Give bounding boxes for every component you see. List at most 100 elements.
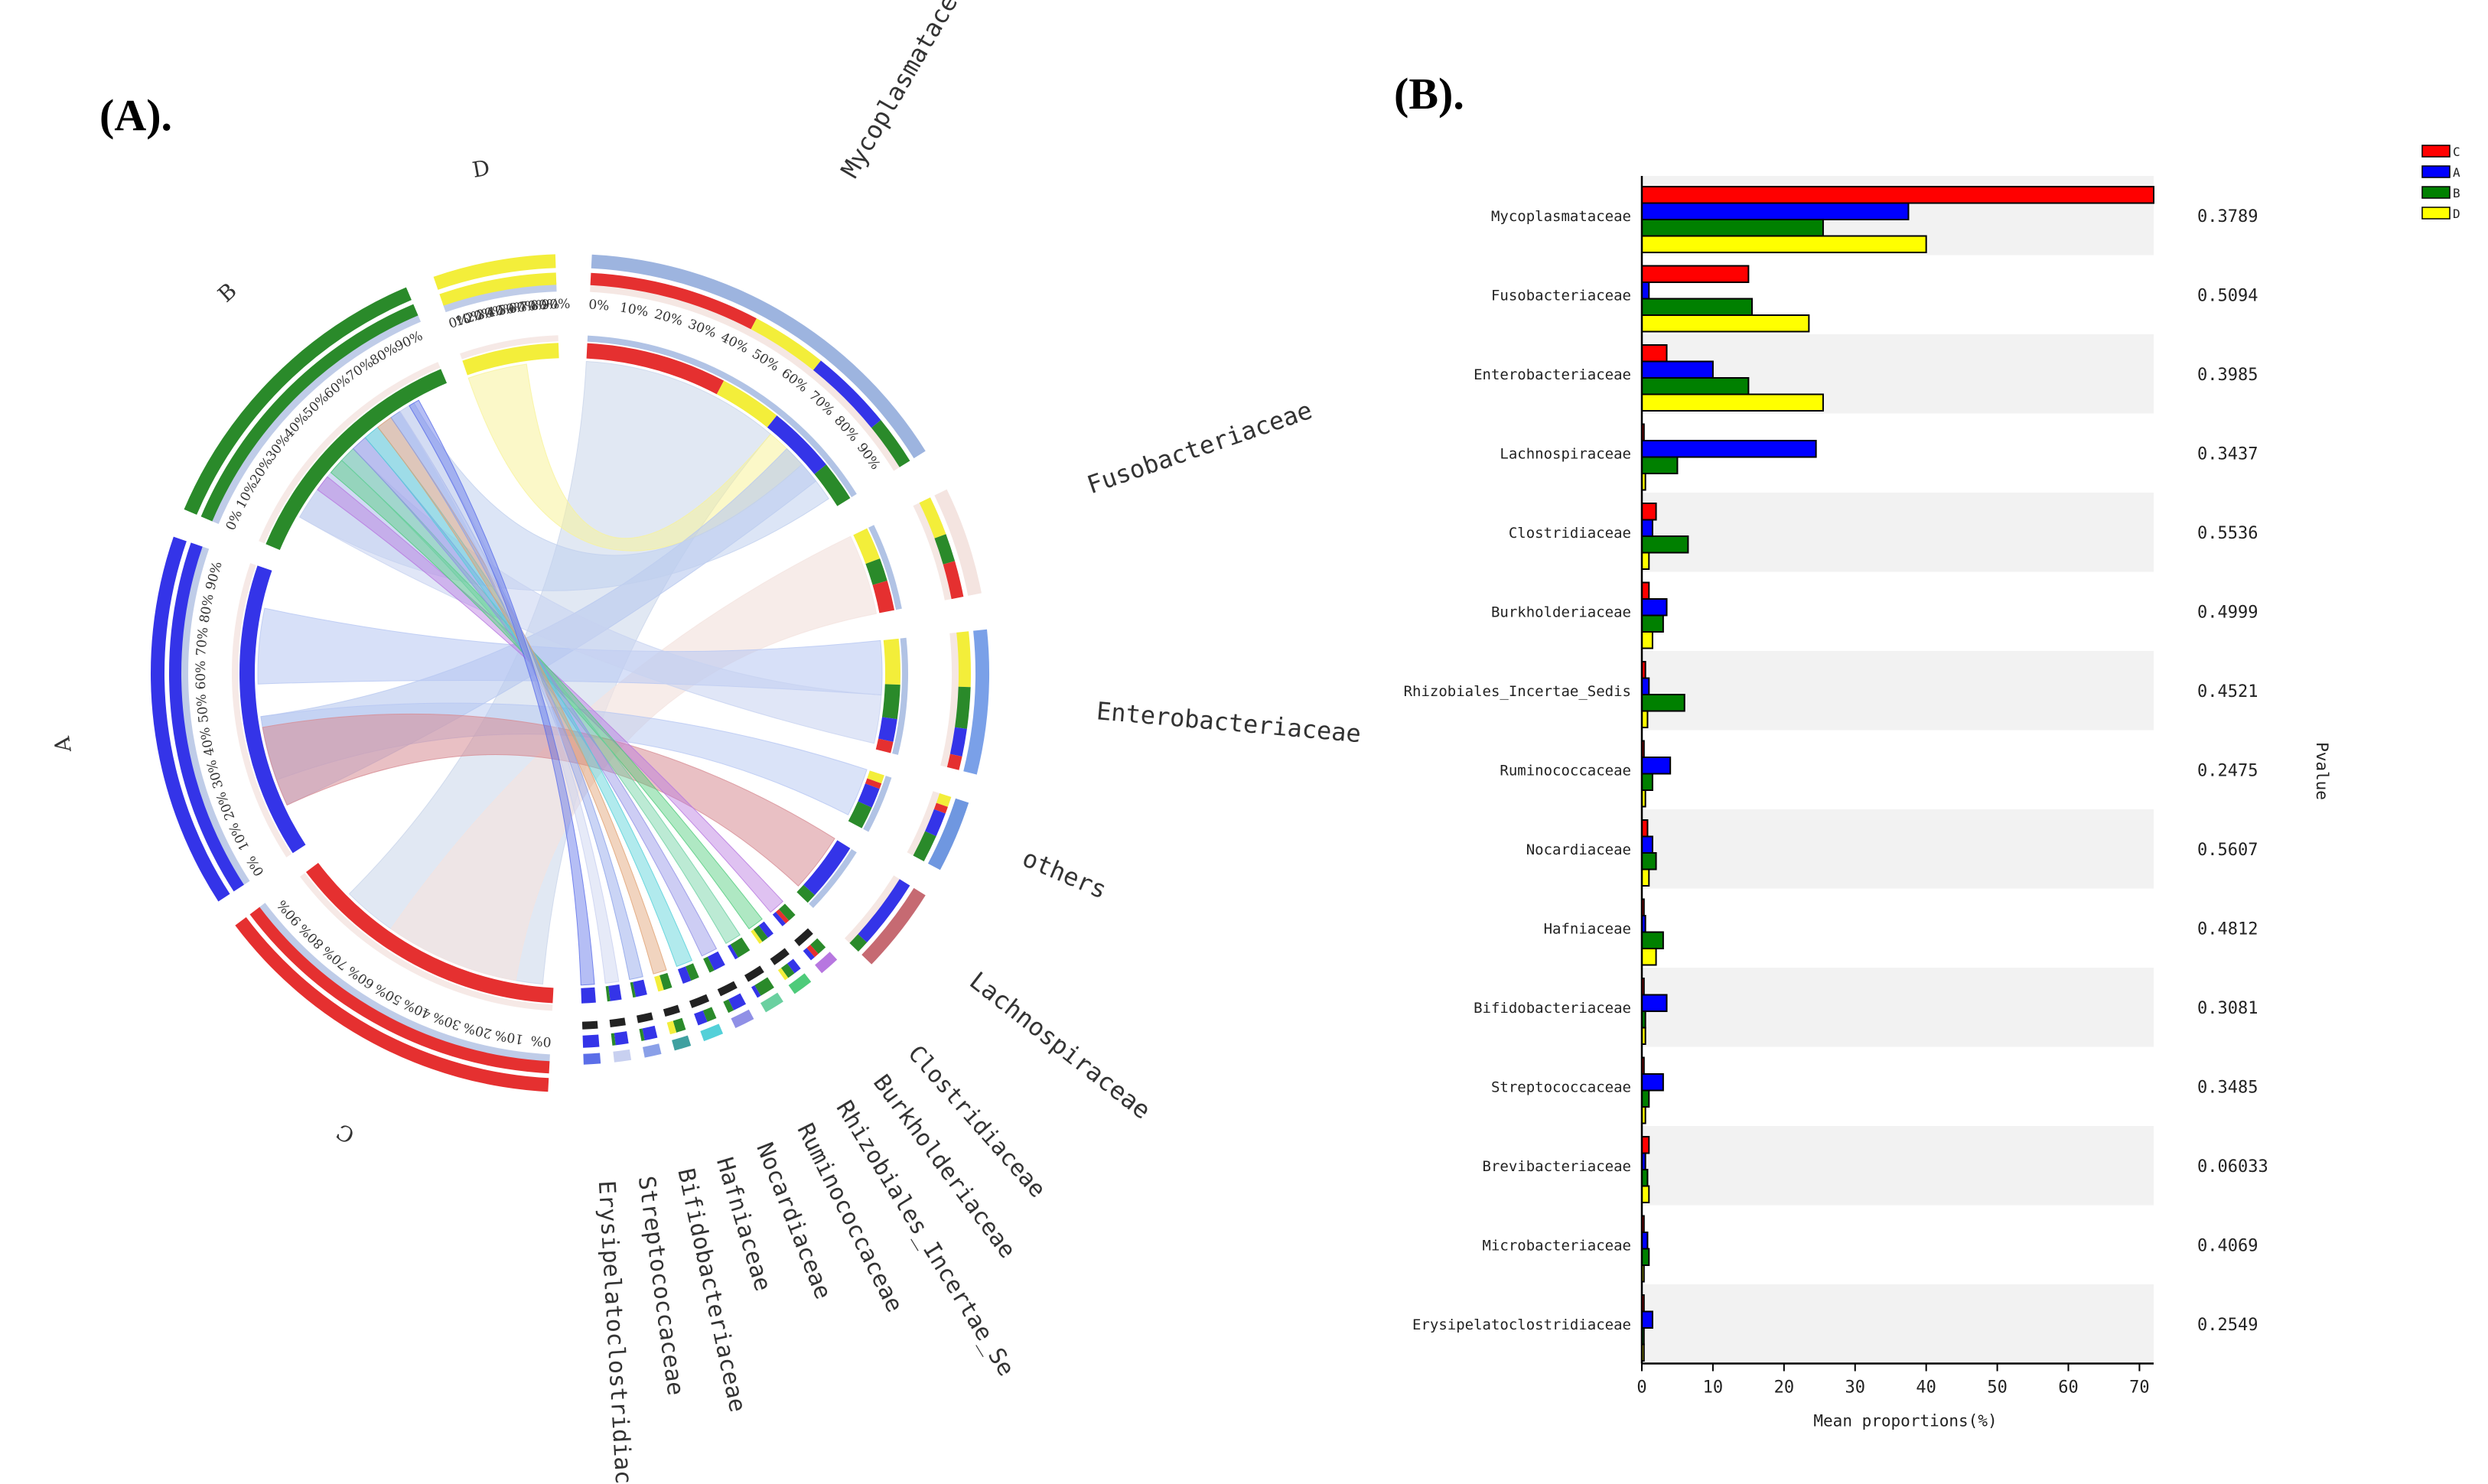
sector-fusobacteriaceae-inner [853, 528, 881, 565]
sector-bifidobacteriaceae-scale [637, 1012, 653, 1024]
percent-tick-label: 0% [530, 1032, 552, 1049]
row-background [1642, 968, 2154, 1047]
sector-clostridiaceae-inner [778, 903, 796, 921]
bar-A [1641, 360, 1714, 379]
sector-nocardiaceae-inner [685, 963, 699, 981]
sector-mycoplasmataceae-inner [716, 380, 777, 428]
category-label: Nocardiaceae [1526, 841, 1631, 858]
legend-label-C: C [2453, 145, 2460, 159]
pvalue-label: 0.4999 [2197, 603, 2258, 622]
sector-enterobacteriaceae-inner [878, 717, 897, 742]
bar-B [1641, 852, 1657, 871]
sector-ruminococcaceae-inner [707, 951, 725, 971]
sector-fusobacteriaceae-ribbon-edge [868, 525, 902, 610]
legend-swatch-A [2421, 165, 2451, 178]
family-label: Enterobacteriaceae [1096, 696, 1363, 748]
percent-tick-label: 20% [213, 789, 238, 822]
category-label: Bifidobacteriaceae [1474, 1000, 1631, 1017]
sector-hafniaceae-inner [659, 972, 672, 991]
sector-d-scale [442, 282, 557, 313]
bar-D [1641, 948, 1657, 966]
sector-burkholderiaceae-composition [777, 968, 789, 981]
legend-label-D: D [2453, 207, 2460, 221]
group-label: B [213, 278, 241, 307]
pvalue-label: 0.3081 [2197, 999, 2258, 1018]
sector-others-ribbon-edge [863, 776, 892, 832]
sector-hafniaceae-inner [654, 975, 664, 992]
chord-ribbon [340, 447, 741, 945]
family-label: Mycoplasmataceae [835, 0, 979, 183]
sector-others-inner [867, 770, 884, 784]
pvalue-label: 0.06033 [2197, 1157, 2268, 1176]
legend-label-A: A [2453, 165, 2460, 180]
pvalue-label: 0.5536 [2197, 524, 2258, 543]
category-label: Mycoplasmataceae [1491, 208, 1631, 225]
sector-erysipelatoclostridiac-scale [581, 1020, 598, 1030]
sector-others-inner [858, 783, 880, 808]
sector-rhizobiales_incertae_se-composition [751, 984, 761, 998]
x-axis-title: Mean proportions(%) [1813, 1412, 1997, 1430]
bar-B [1641, 614, 1664, 633]
sector-mycoplasmataceae-inner [814, 464, 851, 506]
bar-A [1641, 519, 1653, 537]
category-label: Enterobacteriaceae [1474, 366, 1631, 383]
panel-a-label: (A). [99, 90, 172, 140]
family-label: Erysipelatoclostridiac [593, 1180, 637, 1484]
sector-mycoplasmataceae-inner [586, 343, 725, 395]
sector-erysipelatoclostridiac-composition [582, 1034, 600, 1048]
percent-tick-label: 70% [519, 298, 549, 316]
sector-nocardiaceae-scale [689, 994, 710, 1008]
pvalue-label: 0.2475 [2197, 761, 2258, 780]
sector-mycoplasmataceae-composition [751, 318, 821, 370]
category-label: Brevibacteriaceae [1483, 1158, 1631, 1175]
bar-D [1641, 552, 1650, 570]
legend-swatch-B [2421, 186, 2451, 199]
sector-burkholderiaceae-composition [786, 958, 801, 974]
sector-bifidobacteriaceae-composition [642, 1025, 658, 1041]
chord-ribbon [409, 399, 595, 986]
bar-B [1641, 773, 1653, 791]
sector-a-outer [150, 536, 230, 902]
category-label: Rhizobiales_Incertae_Sedis [1404, 683, 1631, 700]
sector-enterobacteriaceae-inner [883, 638, 900, 685]
sector-a-scale [179, 545, 250, 887]
percent-tick-label: 10% [493, 1027, 525, 1046]
sector-streptococcaceae-composition [611, 1033, 616, 1046]
sector-lachnospiraceae-inner [796, 884, 816, 903]
category-label: Lachnospiraceae [1500, 445, 1631, 462]
legend-swatch-D [2421, 207, 2451, 220]
group-label: D [471, 155, 492, 182]
sector-mycoplasmataceae-composition [871, 420, 910, 467]
bar-B [1641, 535, 1689, 554]
sector-bifidobacteriaceae-inner [633, 979, 647, 997]
bar-A [1641, 994, 1668, 1012]
row-background [1642, 809, 2154, 889]
sector-hafniaceae-outer [672, 1035, 692, 1051]
sector-lachnospiraceae-composition [858, 879, 910, 942]
sector-streptococcaceae-inner [608, 984, 622, 1001]
sector-streptococcaceae-scale [609, 1017, 626, 1028]
row-background [1642, 1284, 2154, 1364]
sector-nocardiaceae-composition [694, 1010, 708, 1026]
pvalue-label: 0.3437 [2197, 444, 2258, 464]
sector-burkholderiaceae-inner [753, 925, 768, 942]
bar-B [1641, 931, 1664, 949]
x-tick-label: 30 [1845, 1378, 1866, 1398]
chord-chart: 0% 10% 20% 30%40%50%60%70%80%90%0%10%20%30%… [49, 0, 1362, 1484]
x-tick-label: 50 [1987, 1378, 2008, 1398]
bar-D [1641, 235, 1927, 253]
sector-bifidobacteriaceae-inner [630, 981, 637, 998]
x-tick-label: 60 [2058, 1378, 2079, 1398]
pvalue-label: 0.3985 [2197, 366, 2258, 385]
sector-d-composition [439, 272, 557, 306]
percent-tick-label: 90% [203, 560, 225, 592]
sector-mycoplasmataceae-inner [767, 415, 827, 474]
sector-mycoplasmataceae-composition [590, 272, 757, 330]
family-label: Fusobacteriaceae [1083, 395, 1316, 500]
sector-b-outer [184, 287, 412, 515]
percent-tick-label: 80% [197, 593, 217, 624]
sector-d-inner [462, 343, 559, 376]
chord-ribbon [377, 417, 667, 975]
percent-tick-label: 20% [653, 307, 685, 329]
category-label: Hafniaceae [1544, 920, 1631, 937]
